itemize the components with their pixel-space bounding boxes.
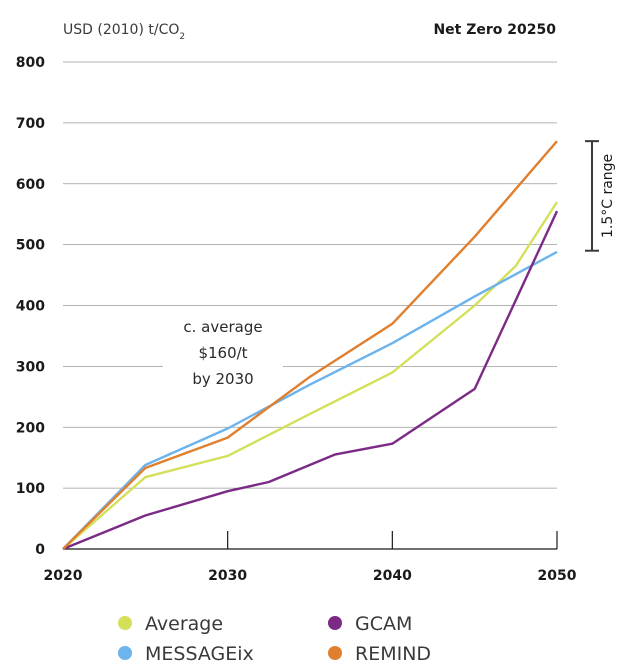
legend-marker-messageix (118, 646, 132, 660)
legend: Average GCAM MESSAGEix REMIND (118, 613, 431, 665)
legend-label-gcam: GCAM (355, 613, 412, 635)
series-line-remind (62, 140, 558, 550)
y-tick-label: 400 (16, 299, 45, 315)
x-tick-label: 2030 (208, 568, 247, 584)
annotation-bg (163, 308, 283, 394)
y-tick-label: 700 (16, 116, 45, 132)
x-tick-labels: 2020 2030 2040 2050 (44, 568, 577, 584)
series-line-gcam (62, 210, 559, 551)
y-tick-label: 600 (16, 177, 45, 193)
x-tick-label: 2040 (373, 568, 412, 584)
range-label: 1.5°C range (600, 154, 616, 238)
annotation-line-1: c. average (183, 318, 262, 336)
y-tick-label: 800 (16, 55, 45, 71)
y-tick-label: 100 (16, 481, 45, 497)
axes (63, 531, 558, 550)
y-axis-label: USD (2010) t/CO2 (63, 22, 185, 42)
y-tick-label: 0 (35, 542, 45, 558)
y-tick-labels: 0 100 200 300 400 500 600 700 800 (16, 55, 45, 558)
gridlines (63, 61, 557, 489)
annotation-line-3: by 2030 (192, 370, 253, 388)
annotation-line-2: $160/t (198, 344, 247, 362)
series-line-messageix (62, 250, 558, 550)
legend-label-remind: REMIND (355, 643, 431, 665)
legend-label-average: Average (145, 613, 223, 635)
legend-marker-average (118, 616, 132, 630)
x-tick-label: 2020 (44, 568, 83, 584)
range-marker (585, 140, 599, 252)
legend-label-messageix: MESSAGEix (145, 643, 254, 665)
y-tick-label: 300 (16, 359, 45, 375)
series-line-average (62, 201, 559, 550)
legend-marker-gcam (328, 616, 342, 630)
annotation: c. average $160/t by 2030 (163, 308, 283, 394)
y-tick-label: 500 (16, 238, 45, 254)
chart-title: Net Zero 20250 (433, 22, 556, 38)
y-tick-label: 200 (16, 420, 45, 436)
x-tick-label: 2050 (538, 568, 577, 584)
series-lines (62, 140, 559, 551)
legend-marker-remind (328, 646, 342, 660)
